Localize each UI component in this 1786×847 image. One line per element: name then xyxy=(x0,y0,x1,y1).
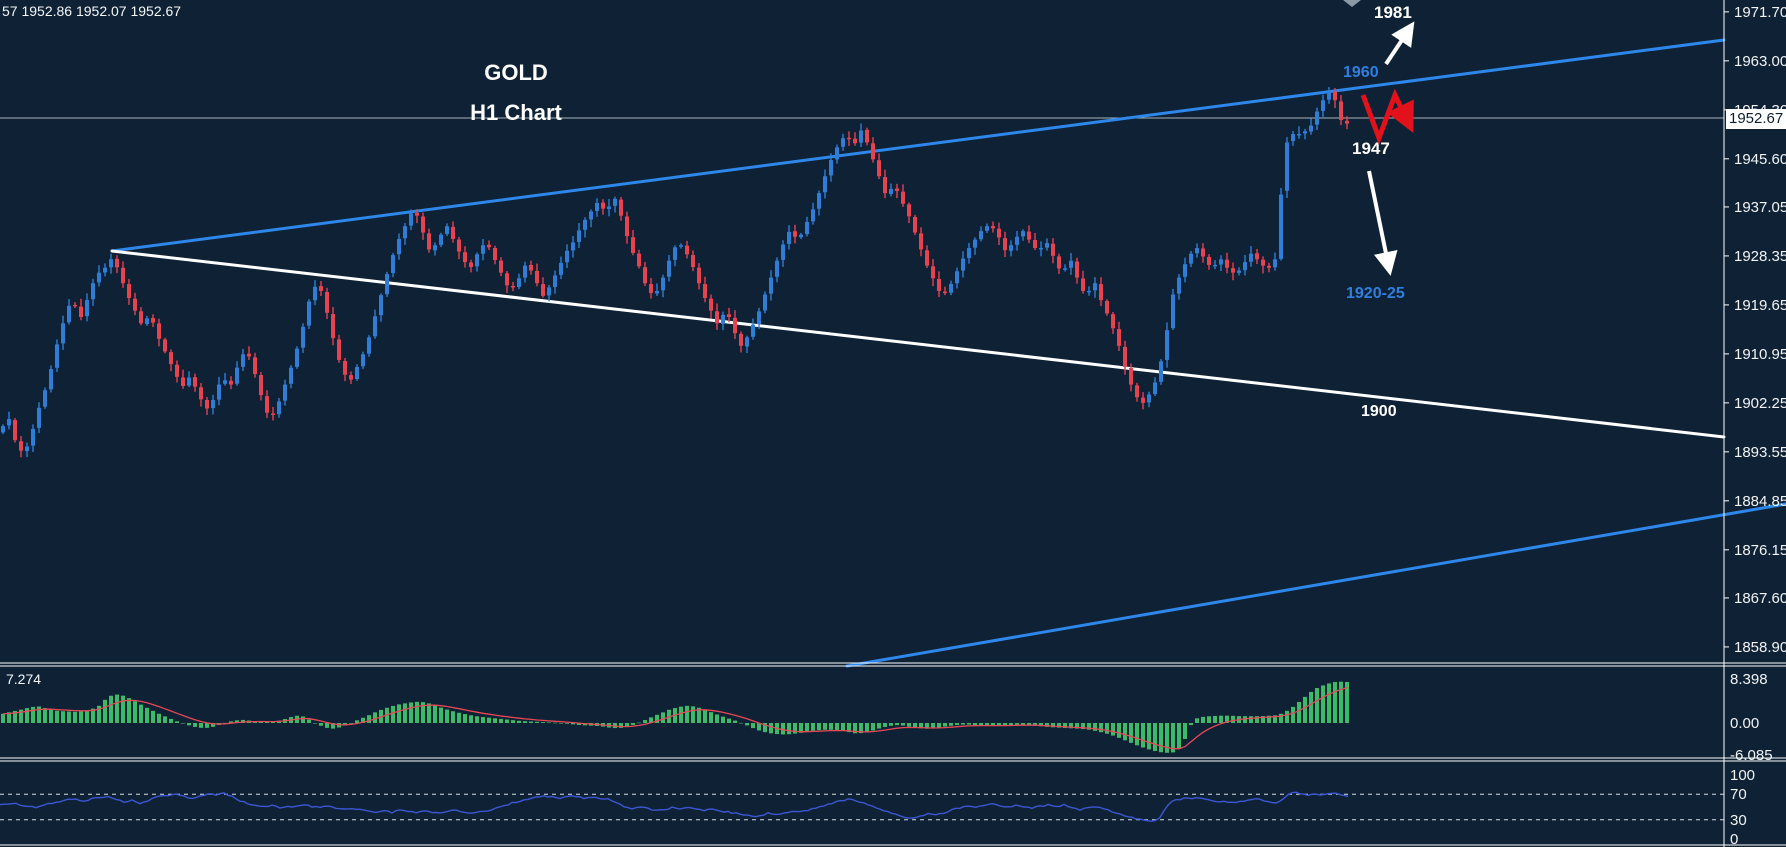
rsi-axis-label: 0 xyxy=(1730,831,1738,847)
macd-current-value: 7.274 xyxy=(6,671,42,687)
annotation-level-1947[interactable]: 1947 xyxy=(1352,139,1390,158)
price-tick-label: 1858.90 xyxy=(1734,639,1786,656)
price-tick-label: 1876.15 xyxy=(1734,542,1786,559)
price-tick-label: 1867.60 xyxy=(1734,590,1786,607)
arrow-up-to-1981[interactable] xyxy=(1384,21,1415,66)
annotation-level-1960[interactable]: 1960 xyxy=(1343,64,1379,81)
rsi-axis-label: 100 xyxy=(1730,767,1755,784)
rsi-line xyxy=(0,791,1349,822)
price-tick-label: 1928.35 xyxy=(1734,248,1786,265)
price-tick-label: 1945.60 xyxy=(1734,151,1786,168)
white-trendline[interactable] xyxy=(110,249,1726,439)
chart-title-symbol: GOLD xyxy=(484,60,548,85)
lower-blue-trendline[interactable] xyxy=(845,502,1786,668)
price-tick-label: 1937.05 xyxy=(1734,199,1786,216)
red-zigzag-arrow[interactable] xyxy=(1360,88,1414,146)
candlesticks xyxy=(1,87,1349,458)
price-axis-labels: 1971.701963.001954.301945.601937.051928.… xyxy=(1724,4,1786,847)
macd-axis-label: -6.085 xyxy=(1730,747,1773,764)
macd-signal-line xyxy=(2,687,1348,750)
price-tick-label: 1971.70 xyxy=(1734,4,1786,21)
price-tick-label: 1902.25 xyxy=(1734,395,1786,412)
upper-blue-trendline[interactable] xyxy=(110,38,1726,253)
rsi-axis-label: 30 xyxy=(1730,812,1747,829)
price-tick-label: 1884.85 xyxy=(1734,493,1786,510)
annotation-level-1900[interactable]: 1900 xyxy=(1361,403,1397,420)
current-price-badge: 1952.67 xyxy=(1726,109,1786,129)
macd-axis-label: 0.00 xyxy=(1730,715,1759,732)
annotation-zone-1920-25[interactable]: 1920-25 xyxy=(1346,285,1405,302)
arrow-down-to-1920[interactable] xyxy=(1367,170,1398,276)
price-tick-label: 1893.55 xyxy=(1734,444,1786,461)
annotation-target-1981[interactable]: 1981 xyxy=(1374,3,1412,22)
price-tick-label: 1910.95 xyxy=(1734,346,1786,363)
price-tick-label: 1919.65 xyxy=(1734,297,1786,314)
chart-title-timeframe: H1 Chart xyxy=(470,100,562,125)
price-tick-label: 1963.00 xyxy=(1734,53,1786,70)
rsi-axis-label: 70 xyxy=(1730,786,1747,803)
ohlc-readout: 57 1952.86 1952.07 1952.67 xyxy=(2,3,182,19)
macd-histogram xyxy=(1,681,1349,753)
top-marker-triangle-icon[interactable] xyxy=(1343,0,1361,7)
macd-axis-label: 8.398 xyxy=(1730,671,1768,688)
